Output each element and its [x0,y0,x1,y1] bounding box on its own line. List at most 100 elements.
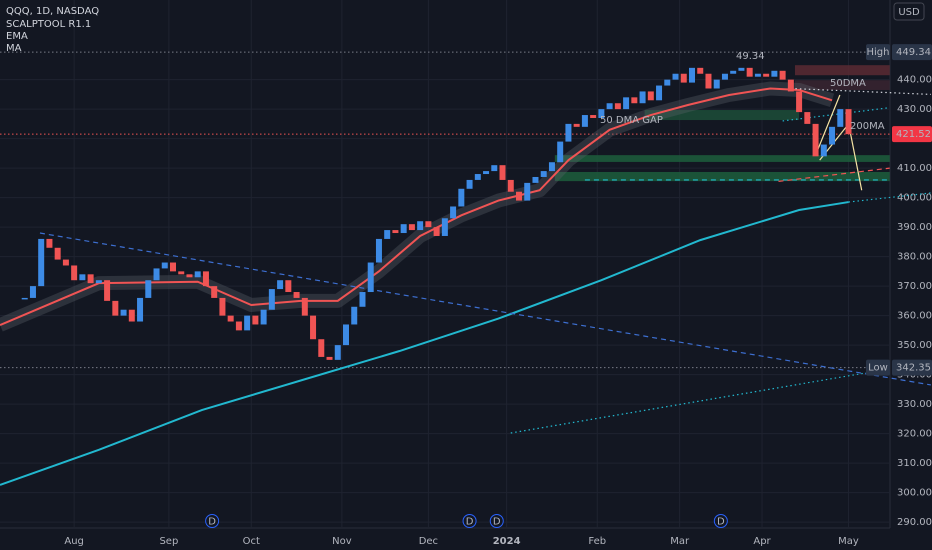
candle [71,265,78,281]
candle [211,286,218,298]
candle [647,91,654,101]
candle [606,103,613,110]
candle [705,73,712,89]
candle [153,268,160,281]
candle [796,91,803,113]
low-label-box [866,359,890,376]
candle [689,67,695,83]
currency-box[interactable] [893,2,925,21]
event-marker [489,514,504,528]
candle [713,79,720,89]
candle [384,230,391,239]
candle [656,85,663,101]
candle [491,165,498,172]
candle [268,289,275,310]
x-tick-label: Sep [159,536,178,547]
candle [334,345,341,360]
line-layer [0,51,932,486]
candle [746,67,753,77]
event-marker [205,514,220,528]
x-tick-label: Apr [753,536,771,547]
candle [178,271,185,275]
candle [235,321,242,331]
candle [87,274,94,284]
y-tick-label: 440.00 [897,75,932,86]
candle [672,73,679,80]
candle [359,292,366,307]
low-value: 342.35 [896,363,931,374]
candle [524,182,531,201]
event-label: D [466,517,474,528]
y-tick-label: 320.00 [897,429,932,440]
candle [820,144,827,157]
candle [787,79,794,92]
candle [516,191,522,201]
annotation: 50 DMA GAP [600,115,663,126]
y-tick-label: 350.00 [897,340,932,351]
candle [202,271,209,287]
candle [548,162,555,172]
candle [754,73,761,77]
candle [62,259,69,266]
candle [565,123,572,142]
annotation: 49.34 [736,51,765,62]
candle [170,262,176,272]
candle [829,126,836,145]
candle [408,224,415,231]
price-zone [794,65,890,76]
candle [293,292,300,298]
last-price-box [892,126,932,143]
candle [54,247,61,260]
x-tick-label: Mar [670,536,690,547]
candle [433,227,440,236]
candle [310,315,317,340]
candle [697,67,704,74]
trendline [849,129,863,191]
candle [112,300,119,316]
candle [458,188,465,207]
candle [450,206,457,219]
candle [79,274,86,281]
candle [812,123,819,157]
candle [194,271,201,278]
annotation: 200MA [850,121,885,132]
candle [29,286,36,298]
symbol-title: QQQ, 1D, NASDAQ [6,6,99,17]
study-name: SCALPTOOL R1.1 [6,19,91,30]
candle [227,315,234,322]
candle [499,165,506,180]
candle [145,280,152,298]
candle [738,67,745,71]
trendline [39,232,932,386]
y-tick-label: 330.00 [897,399,932,410]
candle [639,91,646,104]
high-label: High [867,47,890,58]
event-label: D [208,517,216,528]
candle [186,274,193,278]
y-tick-label: 360.00 [897,311,932,322]
candle [474,174,481,180]
candle [598,109,605,118]
x-tick-label: Feb [588,536,606,547]
event-label: D [717,517,725,528]
event-marker [713,514,728,528]
candle [21,297,28,300]
candle [285,280,292,293]
candle [351,306,358,325]
currency[interactable]: USD [898,7,920,18]
candle [137,297,144,322]
candle [763,73,770,77]
trendline [815,94,841,156]
candle [425,221,432,228]
candle [845,109,852,135]
candle [483,171,490,175]
legend-ema: EMA [6,31,28,42]
candle [219,297,226,316]
high-value-box [892,44,932,61]
zone-layer [554,65,890,182]
candle [581,115,588,127]
x-tick-label: Oct [243,536,260,547]
